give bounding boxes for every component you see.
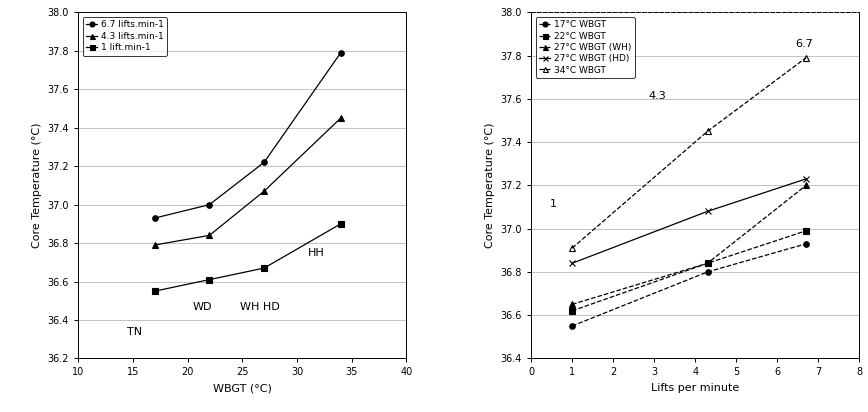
1 lift.min-1 bbox=[149, 289, 160, 294]
Line: 17°C WBGT: 17°C WBGT bbox=[569, 241, 809, 329]
Text: WH HD: WH HD bbox=[240, 302, 279, 312]
27°C WBGT (HD) bbox=[801, 176, 812, 181]
22°C WBGT bbox=[567, 309, 577, 314]
27°C WBGT (WH) bbox=[567, 302, 577, 307]
17°C WBGT bbox=[567, 323, 577, 328]
Line: 6.7 lifts.min-1: 6.7 lifts.min-1 bbox=[152, 50, 344, 221]
Text: 1: 1 bbox=[549, 199, 556, 209]
1 lift.min-1 bbox=[204, 277, 214, 282]
27°C WBGT (HD) bbox=[567, 261, 577, 266]
6.7 lifts.min-1 bbox=[259, 160, 269, 165]
Legend: 6.7 lifts.min-1, 4.3 lifts.min-1, 1 lift.min-1: 6.7 lifts.min-1, 4.3 lifts.min-1, 1 lift… bbox=[82, 17, 168, 56]
4.3 lifts.min-1 bbox=[259, 189, 269, 194]
Text: 6.7: 6.7 bbox=[796, 39, 813, 49]
Text: WD: WD bbox=[193, 302, 213, 312]
Legend: 17°C WBGT, 22°C WBGT, 27°C WBGT (WH), 27°C WBGT (HD), 34°C WBGT: 17°C WBGT, 22°C WBGT, 27°C WBGT (WH), 27… bbox=[536, 17, 635, 78]
Text: 4.3: 4.3 bbox=[648, 91, 666, 101]
4.3 lifts.min-1 bbox=[204, 233, 214, 238]
X-axis label: WBGT (°C): WBGT (°C) bbox=[213, 383, 272, 393]
Y-axis label: Core Temperature (°C): Core Temperature (°C) bbox=[485, 123, 495, 248]
27°C WBGT (HD) bbox=[702, 209, 713, 214]
Y-axis label: Core Temperature (°C): Core Temperature (°C) bbox=[32, 123, 42, 248]
Line: 27°C WBGT (HD): 27°C WBGT (HD) bbox=[569, 176, 809, 266]
Line: 34°C WBGT: 34°C WBGT bbox=[569, 55, 809, 251]
Text: HH: HH bbox=[308, 248, 325, 258]
X-axis label: Lifts per minute: Lifts per minute bbox=[651, 383, 740, 393]
22°C WBGT bbox=[801, 228, 812, 233]
4.3 lifts.min-1 bbox=[149, 243, 160, 248]
Line: 27°C WBGT (WH): 27°C WBGT (WH) bbox=[569, 183, 809, 307]
Line: 22°C WBGT: 22°C WBGT bbox=[569, 228, 809, 314]
6.7 lifts.min-1 bbox=[204, 202, 214, 207]
6.7 lifts.min-1 bbox=[149, 215, 160, 220]
1 lift.min-1 bbox=[336, 221, 346, 226]
34°C WBGT bbox=[567, 246, 577, 250]
17°C WBGT bbox=[801, 241, 812, 246]
27°C WBGT (WH) bbox=[702, 261, 713, 266]
27°C WBGT (WH) bbox=[801, 183, 812, 188]
4.3 lifts.min-1 bbox=[336, 116, 346, 121]
6.7 lifts.min-1 bbox=[336, 50, 346, 55]
Line: 4.3 lifts.min-1: 4.3 lifts.min-1 bbox=[152, 115, 344, 248]
Text: TN: TN bbox=[128, 327, 142, 337]
22°C WBGT bbox=[702, 261, 713, 266]
Line: 1 lift.min-1: 1 lift.min-1 bbox=[152, 221, 344, 294]
17°C WBGT bbox=[702, 269, 713, 274]
34°C WBGT bbox=[801, 55, 812, 60]
34°C WBGT bbox=[702, 129, 713, 134]
1 lift.min-1 bbox=[259, 266, 269, 271]
